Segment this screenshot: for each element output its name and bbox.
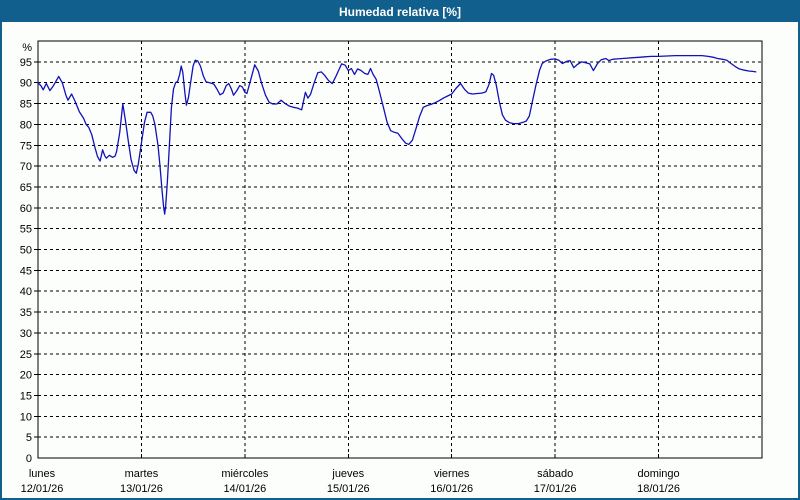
y-tick-label: 5 — [26, 432, 32, 444]
y-tick-label: 45 — [20, 265, 32, 277]
y-tick-label: 80 — [20, 119, 32, 131]
y-tick-label: 65 — [20, 182, 32, 194]
x-date-label: 15/01/26 — [327, 483, 370, 495]
humidity-line-chart: 0 5 10 15 20 25 30 35 40 45 50 55 60 65 70 75 80 85 90 95% l… — [20, 40, 763, 495]
y-tick-label: 90 — [20, 78, 32, 90]
y-tick-label: 75 — [20, 140, 32, 152]
x-day-label: jueves — [331, 468, 364, 480]
chart-area: 0 5 10 15 20 25 30 35 40 45 50 55 60 65 70 75 80 85 90 95% l… — [2, 22, 798, 498]
x-date-label: 16/01/26 — [430, 483, 473, 495]
title-bar: Humedad relativa [%] — [2, 2, 798, 22]
y-tick-label: 0 — [26, 453, 32, 465]
x-date-label: 13/01/26 — [120, 483, 163, 495]
y-tick-label: 60 — [20, 203, 32, 215]
x-date-label: 17/01/26 — [534, 483, 577, 495]
y-tick-label: 40 — [20, 286, 32, 298]
x-day-label: miércoles — [221, 468, 269, 480]
y-tick-label: 30 — [20, 328, 32, 340]
y-tick-label: 85 — [20, 99, 32, 111]
x-day-label: sábado — [537, 468, 573, 480]
chart-title: Humedad relativa [%] — [338, 5, 462, 19]
x-day-label: viernes — [434, 468, 470, 480]
x-date-label: 18/01/26 — [637, 483, 680, 495]
y-tick-label: 55 — [20, 224, 32, 236]
y-tick-label: 95 — [20, 57, 32, 69]
y-tick-label: 35 — [20, 307, 32, 319]
y-tick-label: 50 — [20, 245, 32, 257]
y-tick-label: 70 — [20, 161, 32, 173]
x-day-label: martes — [125, 468, 159, 480]
x-date-label: 12/01/26 — [21, 483, 64, 495]
humidity-series-line — [37, 54, 757, 215]
x-day-label: domingo — [637, 468, 679, 480]
y-axis-unit-label: % — [22, 42, 32, 54]
y-tick-label: 10 — [20, 411, 32, 423]
x-date-label: 14/01/26 — [223, 483, 266, 495]
y-tick-label: 25 — [20, 349, 32, 361]
y-tick-label: 20 — [20, 370, 32, 382]
y-tick-label: 15 — [20, 390, 32, 402]
x-day-label: lunes — [29, 468, 56, 480]
